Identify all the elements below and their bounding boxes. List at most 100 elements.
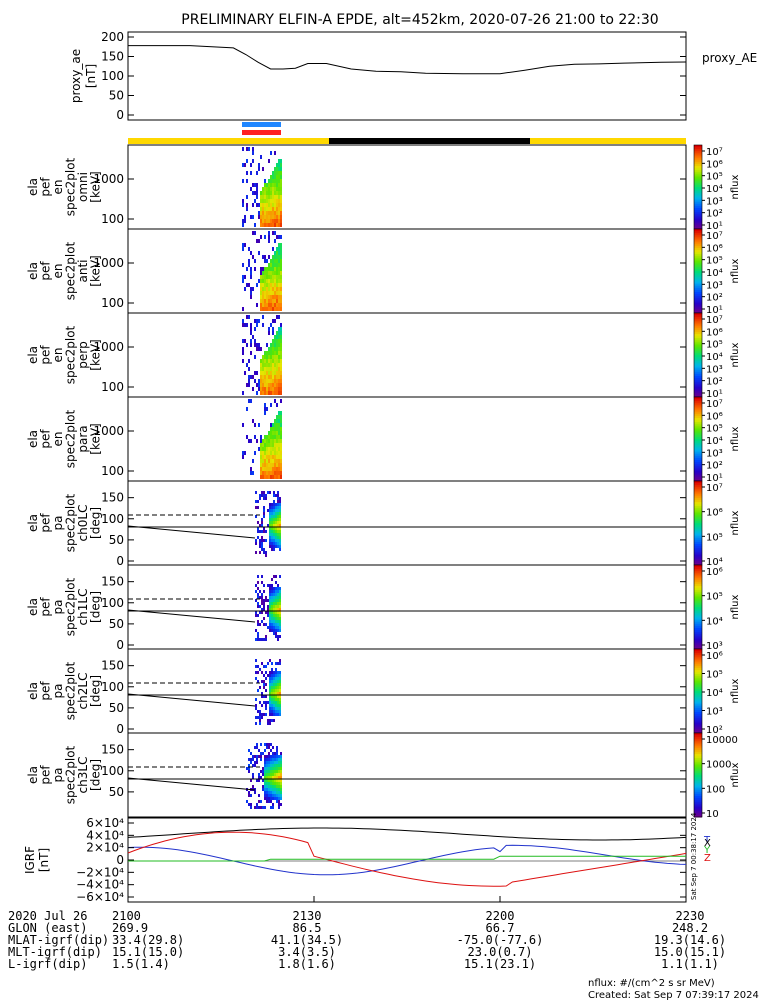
spectrogram-data-4 [255, 491, 281, 557]
spectrogram-ylabel-line: anti [76, 260, 90, 283]
colorbar-tick-label: 10³ [706, 364, 723, 375]
colorbar-label: nflux [730, 678, 741, 703]
colorbar-tick-label: 10⁴ [706, 436, 723, 447]
spectrogram-ytick-label: 100 [101, 296, 124, 310]
spectrogram-ylabel-line: spec2plot [64, 577, 78, 636]
igrf-bz-line [127, 831, 687, 887]
colorbar-tick-label: 10⁷ [706, 315, 723, 326]
colorbar-tick-label: 10² [706, 209, 723, 220]
spectrogram-data-7 [246, 743, 282, 809]
igrf-ytick-label: 2×10⁴ [86, 841, 124, 855]
loss-cone-line [127, 609, 256, 623]
spectrogram-ylabel-line: spec2plot [64, 325, 78, 384]
spectrogram-ylabel-line: en [51, 180, 65, 195]
spectrogram-ytick-label: 150 [101, 491, 124, 505]
proxy-ae-ytick-label: 0 [116, 108, 124, 122]
colorbar-tick-label: 10⁵ [706, 592, 723, 603]
spectrogram-yticks-5: 150 100 50 0 [101, 575, 686, 652]
igrf-legend-x: X [704, 838, 711, 849]
spectrogram-ylabel-line: [deg] [89, 759, 103, 791]
footer-row-value: 23.0(0.7) [467, 945, 532, 959]
spectrogram-frame-7 [127, 732, 687, 818]
colorbar-label: nflux [730, 762, 741, 787]
footer-row-value: 2100 [112, 909, 141, 923]
spectrogram-ytick-label: 100 [101, 680, 124, 694]
spectrogram-ylabel-line: spec2plot [64, 157, 78, 216]
spectrogram-ylabel-line: ela [26, 514, 40, 532]
footer-row-value: 41.1(34.5) [271, 933, 343, 947]
colorbar-tick-label: 10⁵ [706, 532, 723, 543]
igrf-legend-z: Z [704, 853, 711, 864]
spectrogram-ylabel-line: pef [39, 597, 53, 617]
colorbar-tick-label: 10 [706, 809, 719, 820]
colorbar-label: nflux [730, 426, 741, 451]
spectrogram-ylabel-line: pa [51, 684, 65, 699]
colorbar-tick-label: 10⁶ [706, 651, 723, 662]
footer-row-label: MLT-igrf(dip) [8, 945, 102, 959]
spectrogram-ytick-label: 1000 [93, 256, 124, 270]
colorbar-tick-label: 100 [706, 784, 725, 795]
colorbar-tick-label: 10⁴ [706, 616, 723, 627]
spectrogram-ylabel-line: spec2plot [64, 493, 78, 552]
spectrogram-ytick-label: 100 [101, 464, 124, 478]
colorbar-6: 10⁶ 10⁵ 10⁴ 10³ 10² nflux [693, 648, 741, 736]
igrf-ytick-label: 6×10⁴ [86, 816, 124, 830]
spectrogram-ylabel-line: pef [39, 345, 53, 365]
spectrogram-ylabel-line: spec2plot [64, 409, 78, 468]
spectrogram-panel-0: 1000100elapefenspec2plotomni[keV]10⁷10⁶1… [26, 144, 741, 232]
orbit-footer-table: 2020 Jul 26 2100 2130 2200 2230 GLON (east) 26… [8, 896, 726, 971]
spectrogram-panel-6: 150100500elapefpaspec2plotch2LC[deg]10⁶1… [26, 648, 741, 736]
proxy-ae-line [128, 45, 687, 75]
orbit-bar-yellow-right [530, 138, 686, 144]
spectrogram-ylabel-line: pef [39, 177, 53, 197]
spectrogram-yticks-4: 150 100 50 0 [101, 491, 686, 568]
igrf-bt-line [128, 855, 686, 862]
spectrogram-ylabel-line: spec2plot [64, 745, 78, 804]
spectrogram-ytick-label: 150 [101, 659, 124, 673]
colorbar-tick-label: 10³ [706, 707, 723, 718]
colorbar-tick-label: 10⁷ [706, 147, 723, 158]
footer-row-value: 33.4(29.8) [112, 933, 184, 947]
spectrogram-ylabel-line: pef [39, 765, 53, 785]
footer-row-value: -75.0(-77.6) [457, 933, 544, 947]
footer-row-value: 1.1(1.1) [661, 957, 719, 971]
spectrogram-yticks-2: 1000 100 [93, 340, 686, 394]
proxy-ae-ytick-label: 200 [101, 30, 124, 44]
spectrogram-ylabel-line: spec2plot [64, 661, 78, 720]
footer-row-label: 2020 Jul 26 [8, 909, 87, 923]
colorbar-tick-label: 10³ [706, 448, 723, 459]
spectrogram-ylabel-line: [deg] [89, 507, 103, 539]
footer-row-value: 86.5 [293, 921, 322, 935]
igrf-ytick-label: −2×10⁴ [76, 865, 124, 879]
spectrogram-panel-2: 1000100elapefenspec2plotperp[keV]10⁷10⁶1… [26, 312, 741, 400]
colorbar-4: 10⁷ 10⁶ 10⁵ 10⁴ nflux [693, 480, 741, 568]
colorbar-tick-label: 10⁷ [706, 483, 723, 494]
colorbar-label: nflux [730, 510, 741, 535]
footer-row-value: 15.1(23.1) [464, 957, 536, 971]
spectrogram-ylabel-line: [keV] [89, 339, 103, 370]
colorbar-tick-label: 10² [706, 725, 723, 736]
spectrogram-ylabel-line: ch3LC [76, 757, 90, 794]
colorbar-7: 10000 1000 100 10 nflux [693, 732, 741, 820]
spectrogram-ylabel-line: ch0LC [76, 505, 90, 542]
footer-row-value: 2200 [486, 909, 515, 923]
footer-row-value: 15.1(15.0) [112, 945, 184, 959]
spectrogram-yticks-3: 1000 100 [93, 424, 686, 478]
colorbar-tick-label: 10⁴ [706, 688, 723, 699]
colorbar-tick-label: 10³ [706, 196, 723, 207]
proxy-ae-panel: 200 150 100 50 0 proxy_ae [nT] proxy_AE [69, 30, 757, 122]
igrf-ylabel-2: [nT] [37, 848, 51, 872]
spectrogram-yticks-7: 150 100 50 [101, 743, 686, 799]
loss-cone-line [127, 777, 256, 791]
plot-title: PRELIMINARY ELFIN-A EPDE, alt=452km, 202… [181, 12, 658, 28]
spectrogram-ytick-label: 50 [109, 785, 124, 799]
spectrogram-ylabel-line: perp [76, 341, 90, 369]
loss-cone-line [127, 693, 256, 707]
